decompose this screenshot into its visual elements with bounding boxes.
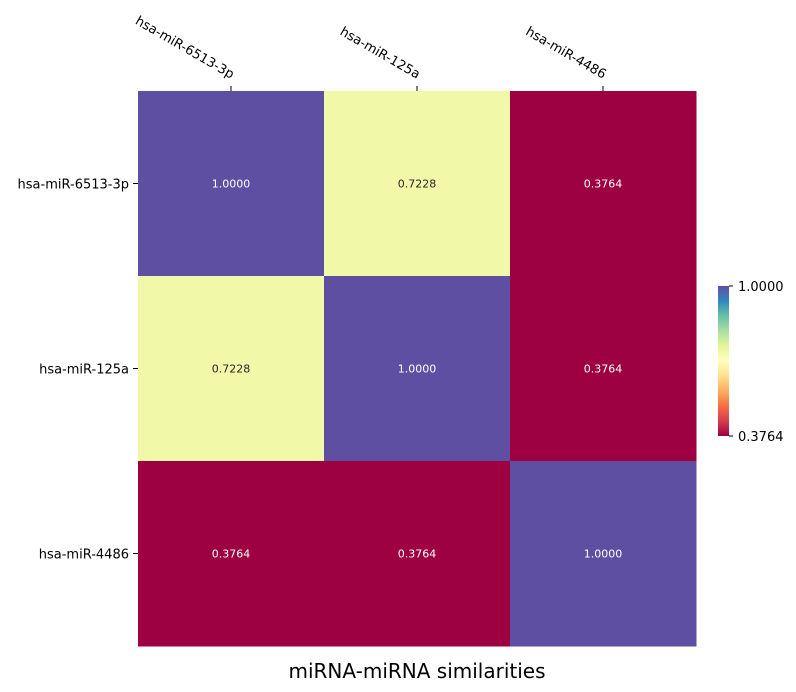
y-tick-label: hsa-miR-125a — [39, 363, 129, 378]
x-tick-label: hsa-miR-4486 — [523, 24, 609, 82]
heatmap-cell — [510, 461, 697, 647]
heatmap-cells — [138, 91, 697, 647]
heatmap-cell — [138, 91, 325, 277]
cell-value-label: 0.3764 — [212, 548, 251, 561]
x-axis-ticks: hsa-miR-6513-3p hsa-miR-125a hsa-miR-4486 — [132, 14, 609, 91]
heatmap-cell — [324, 461, 511, 647]
colorbar: 1.0000 0.3764 — [718, 280, 784, 445]
heatmap-cell-labels: 1.0000 0.7228 0.3764 0.7228 1.0000 0.3764 0.37… — [212, 178, 623, 561]
cell-value-label: 0.3764 — [584, 178, 623, 191]
cell-value-label: 1.0000 — [584, 548, 623, 561]
y-tick-label: hsa-miR-6513-3p — [18, 178, 129, 193]
cell-value-label: 0.7228 — [398, 178, 437, 191]
heatmap-cell — [324, 276, 511, 462]
heatmap-cell — [510, 91, 697, 277]
cell-value-label: 1.0000 — [212, 178, 251, 191]
cell-value-label: 1.0000 — [398, 363, 437, 376]
heatmap-cell — [138, 461, 325, 647]
x-axis-label: miRNA-miRNA similarities — [288, 659, 545, 683]
x-tick-label: hsa-miR-125a — [337, 25, 422, 83]
heatmap-cell — [138, 276, 325, 462]
heatmap-cell — [324, 91, 511, 277]
colorbar-gradient — [718, 286, 729, 436]
cell-value-label: 0.7228 — [212, 363, 251, 376]
x-tick-label: hsa-miR-6513-3p — [132, 14, 236, 83]
cell-value-label: 0.3764 — [584, 363, 623, 376]
colorbar-tick-label: 1.0000 — [738, 280, 784, 295]
heatmap-cell — [510, 276, 697, 462]
y-axis-ticks: hsa-miR-6513-3p hsa-miR-125a hsa-miR-4486 — [18, 178, 138, 563]
colorbar-tick-label: 0.3764 — [738, 430, 784, 445]
cell-value-label: 0.3764 — [398, 548, 437, 561]
y-tick-label: hsa-miR-4486 — [39, 548, 129, 563]
